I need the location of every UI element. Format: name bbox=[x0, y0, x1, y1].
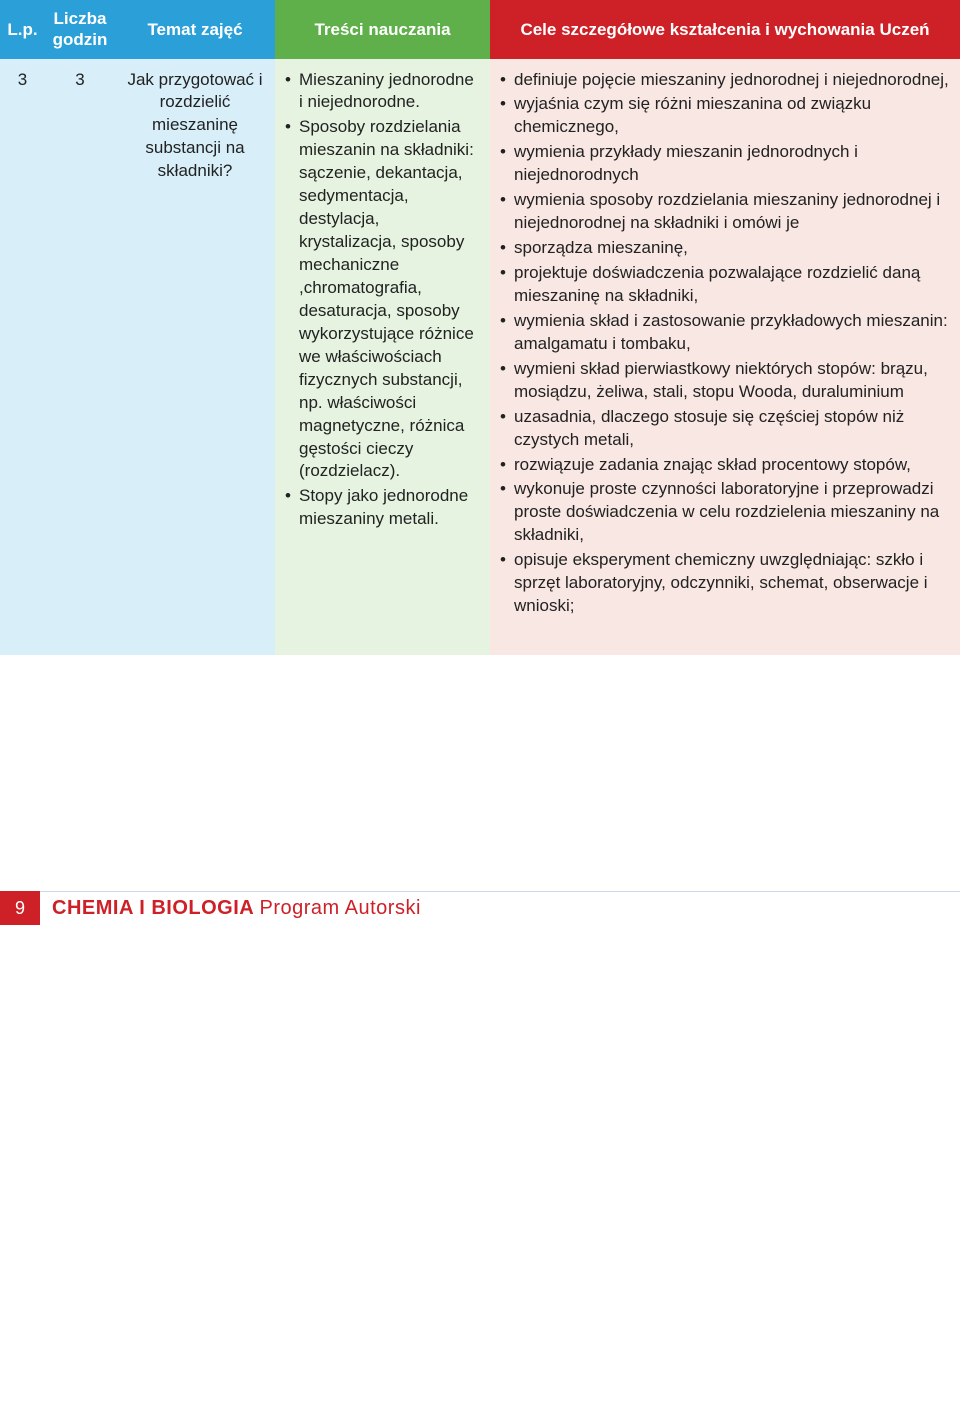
list-item: Mieszaniny jednorodne i niejednorodne. bbox=[285, 69, 480, 115]
th-tresci: Treści nauczania bbox=[275, 0, 490, 59]
page-number: 9 bbox=[0, 891, 40, 925]
list-item: wymienia przykłady mieszanin jednorodnyc… bbox=[500, 141, 950, 187]
th-cele: Cele szczegółowe kształcenia i wychowani… bbox=[490, 0, 960, 59]
th-temat-zajec: Temat zajęć bbox=[115, 0, 275, 59]
table-row: 3 3 Jak przygotować i rozdzielić mieszan… bbox=[0, 59, 960, 656]
cele-list: definiuje pojęcie mieszaniny jednorodnej… bbox=[500, 69, 950, 619]
list-item: opisuje eksperyment chemiczny uwzględnia… bbox=[500, 549, 950, 618]
th-lp: L.p. bbox=[0, 0, 45, 59]
cell-cele: definiuje pojęcie mieszaniny jednorodnej… bbox=[490, 59, 960, 656]
list-item: rozwiązuje zadania znając skład procento… bbox=[500, 454, 950, 477]
list-item: projektuje doświadczenia pozwalające roz… bbox=[500, 262, 950, 308]
cell-lp: 3 bbox=[0, 59, 45, 656]
curriculum-table: L.p. Liczba godzin Temat zajęć Treści na… bbox=[0, 0, 960, 655]
list-item: uzasadnia, dlaczego stosuje się częściej… bbox=[500, 406, 950, 452]
title-main: CHEMIA I BIOLOGIA bbox=[52, 897, 260, 919]
list-item: wymieni skład pierwiastkowy niektórych s… bbox=[500, 358, 950, 404]
list-item: definiuje pojęcie mieszaniny jednorodnej… bbox=[500, 69, 950, 92]
page-root: L.p. Liczba godzin Temat zajęć Treści na… bbox=[0, 0, 960, 960]
cell-tresci: Mieszaniny jednorodne i niejednorodne. S… bbox=[275, 59, 490, 656]
list-item: wykonuje proste czynności laboratoryjne … bbox=[500, 478, 950, 547]
subject-title: CHEMIA I BIOLOGIA Program Autorski bbox=[40, 897, 421, 920]
page-footer: 9 CHEMIA I BIOLOGIA Program Autorski Wyż… bbox=[0, 882, 960, 960]
footer-bar: 9 CHEMIA I BIOLOGIA Program Autorski bbox=[0, 891, 421, 925]
list-item: wymienia sposoby rozdzielania mieszaniny… bbox=[500, 189, 950, 235]
title-sub: Program Autorski bbox=[260, 897, 421, 919]
th-liczba-godzin: Liczba godzin bbox=[45, 0, 115, 59]
cell-liczba-godzin: 3 bbox=[45, 59, 115, 656]
list-item: Sposoby rozdzielania mieszanin na składn… bbox=[285, 116, 480, 483]
tresci-list: Mieszaniny jednorodne i niejednorodne. S… bbox=[285, 69, 480, 532]
list-item: Stopy jako jednorodne mieszaniny metali. bbox=[285, 485, 480, 531]
list-item: sporządza mieszaninę, bbox=[500, 237, 950, 260]
table-header: L.p. Liczba godzin Temat zajęć Treści na… bbox=[0, 0, 960, 59]
list-item: wyjaśnia czym się różni mieszanina od zw… bbox=[500, 93, 950, 139]
list-item: wymienia skład i zastosowanie przykładow… bbox=[500, 310, 950, 356]
cell-temat: Jak przygotować i rozdzielić mieszaninę … bbox=[115, 59, 275, 656]
